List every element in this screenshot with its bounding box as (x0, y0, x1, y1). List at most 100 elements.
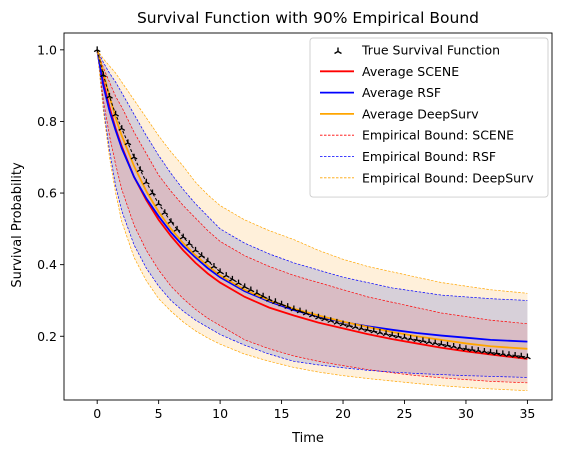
legend-label: Empirical Bound: DeepSurv (362, 170, 534, 185)
true-survival-marker (222, 272, 230, 278)
true-survival-marker (413, 336, 421, 343)
true-survival-marker (192, 246, 199, 253)
chart-title: Survival Function with 90% Empirical Bou… (137, 9, 479, 27)
y-tick-label: 0.4 (37, 257, 57, 272)
legend-label: Average DeepSurv (362, 106, 479, 121)
true-survival-marker (481, 347, 488, 354)
x-tick-label: 35 (519, 406, 535, 421)
legend-label: Average SCENE (362, 64, 459, 79)
plot-frame (63, 32, 553, 401)
true-survival-marker (333, 318, 341, 325)
y-tick-label: 0.6 (37, 186, 57, 201)
bound-lines (96, 49, 528, 392)
bound-lower-empirical-bound-deepsurv (96, 49, 528, 392)
true-survival-marker (155, 200, 163, 207)
x-tick-label: 20 (335, 406, 351, 421)
true-survival-marker (388, 331, 396, 338)
true-survival-marker (450, 342, 458, 349)
true-survival-marker (351, 323, 359, 330)
line-average-deepsurv (96, 49, 528, 350)
true-survival-marker (167, 218, 175, 225)
x-tick-label: 25 (397, 406, 413, 421)
true-survival-marker (296, 307, 304, 314)
legend-handle-true (334, 47, 342, 55)
true-survival-marker (93, 46, 101, 53)
true-survival-marker (241, 283, 249, 290)
x-tick-label: 10 (212, 406, 228, 421)
true-survival-marker (142, 178, 150, 185)
true-survival-marker (253, 289, 261, 296)
fill-empirical-bound-rsf (97, 49, 528, 378)
true-survival-marker (216, 268, 224, 275)
true-survival-marker (511, 351, 519, 358)
average-lines (96, 49, 528, 360)
legend-label: Empirical Bound: SCENE (362, 128, 514, 143)
legend-label: Empirical Bound: RSF (362, 149, 496, 164)
true-survival-marker (308, 311, 316, 318)
true-survival-marker (136, 166, 144, 173)
true-survival-marker (302, 309, 310, 316)
true-survival-marker (505, 351, 513, 358)
bound-lower-empirical-bound-scene (96, 49, 528, 384)
fill-empirical-bound-scene (97, 49, 528, 383)
true-survival-marker (462, 345, 470, 352)
true-survival-marker (370, 327, 378, 334)
true-survival-marker (198, 252, 206, 259)
true-survival-marker (130, 153, 138, 160)
true-survival-marker (99, 71, 107, 78)
true-survival-marker (235, 279, 242, 286)
true-survival-marker (468, 346, 476, 353)
true-survival-marker (278, 300, 285, 307)
true-survival-marker (247, 286, 255, 293)
true-survival-marker (290, 305, 298, 312)
y-tick-label: 0.8 (37, 114, 57, 129)
true-survival-markers (93, 46, 531, 360)
true-survival-marker (265, 295, 273, 302)
true-survival-marker (438, 340, 445, 347)
legend-label: Average RSF (362, 85, 441, 100)
x-tick-label: 0 (93, 406, 101, 421)
true-survival-marker (401, 334, 408, 340)
bound-upper-empirical-bound-deepsurv (96, 49, 528, 294)
x-tick-label: 5 (155, 406, 163, 421)
true-survival-marker (179, 233, 187, 240)
true-survival-marker (425, 338, 433, 345)
bound-upper-empirical-bound-rsf (96, 49, 528, 301)
true-survival-marker (499, 350, 507, 357)
bound-fills (97, 49, 528, 391)
legend-box (309, 37, 549, 198)
true-survival-marker (106, 92, 113, 99)
y-axis-title: Survival Probability (10, 162, 25, 288)
true-survival-marker (456, 344, 464, 350)
x-tick-label: 15 (274, 406, 290, 421)
true-survival-marker (161, 209, 169, 216)
bound-lower-empirical-bound-rsf (96, 49, 528, 378)
true-survival-marker (444, 341, 451, 348)
legend: True Survival Function Average SCENE Avera… (309, 37, 549, 198)
true-survival-marker (394, 332, 402, 339)
true-survival-marker (407, 335, 415, 341)
true-survival-marker (272, 298, 279, 305)
true-survival-marker (229, 275, 236, 282)
fill-empirical-bound-deepsurv (97, 49, 528, 391)
y-tick-label: 0.2 (37, 329, 57, 344)
true-survival-marker (382, 330, 390, 337)
true-survival-marker (364, 326, 371, 333)
true-survival-marker (112, 110, 119, 117)
true-survival-marker (315, 313, 322, 320)
true-survival-marker (474, 347, 482, 353)
legend-label: True Survival Function (361, 43, 500, 58)
true-survival-marker (284, 303, 292, 309)
true-survival-marker (259, 292, 267, 299)
x-axis-title: Time (291, 431, 324, 446)
true-survival-marker (321, 315, 328, 322)
true-survival-marker (149, 189, 156, 196)
true-survival-marker (358, 324, 365, 331)
true-survival-marker (345, 322, 353, 328)
true-survival-marker (124, 139, 132, 146)
true-survival-marker (118, 125, 126, 131)
axes: 0 5 10 15 20 25 30 35 0.2 0.4 0.6 0.8 1.0 (37, 32, 553, 421)
true-survival-marker (376, 329, 384, 335)
true-survival-marker (173, 225, 181, 232)
